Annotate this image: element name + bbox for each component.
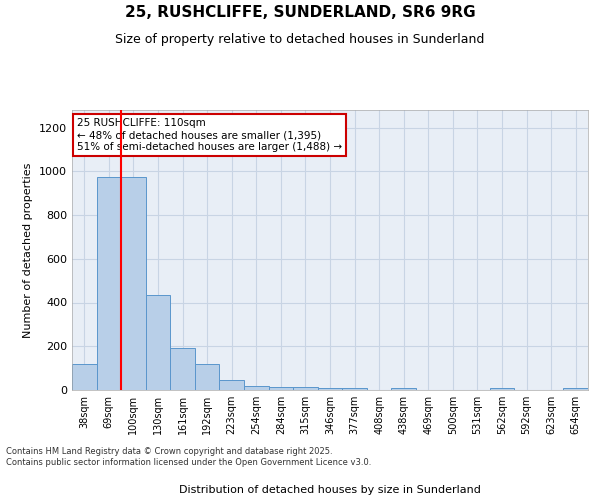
Bar xyxy=(391,388,416,390)
Text: 25 RUSHCLIFFE: 110sqm
← 48% of detached houses are smaller (1,395)
51% of semi-d: 25 RUSHCLIFFE: 110sqm ← 48% of detached … xyxy=(77,118,342,152)
Bar xyxy=(293,386,318,390)
Text: Contains HM Land Registry data © Crown copyright and database right 2025.
Contai: Contains HM Land Registry data © Crown c… xyxy=(6,448,371,467)
Bar xyxy=(97,176,121,390)
Bar xyxy=(269,386,293,390)
Bar xyxy=(170,348,195,390)
Bar xyxy=(195,364,220,390)
Bar xyxy=(72,364,97,390)
Text: Distribution of detached houses by size in Sunderland: Distribution of detached houses by size … xyxy=(179,485,481,495)
Bar xyxy=(490,388,514,390)
Bar xyxy=(563,388,588,390)
Bar xyxy=(342,388,367,390)
Text: 25, RUSHCLIFFE, SUNDERLAND, SR6 9RG: 25, RUSHCLIFFE, SUNDERLAND, SR6 9RG xyxy=(125,5,475,20)
Bar xyxy=(318,388,342,390)
Bar xyxy=(244,386,269,390)
Bar xyxy=(220,380,244,390)
Bar xyxy=(146,295,170,390)
Y-axis label: Number of detached properties: Number of detached properties xyxy=(23,162,34,338)
Text: Size of property relative to detached houses in Sunderland: Size of property relative to detached ho… xyxy=(115,32,485,46)
Bar xyxy=(121,176,146,390)
